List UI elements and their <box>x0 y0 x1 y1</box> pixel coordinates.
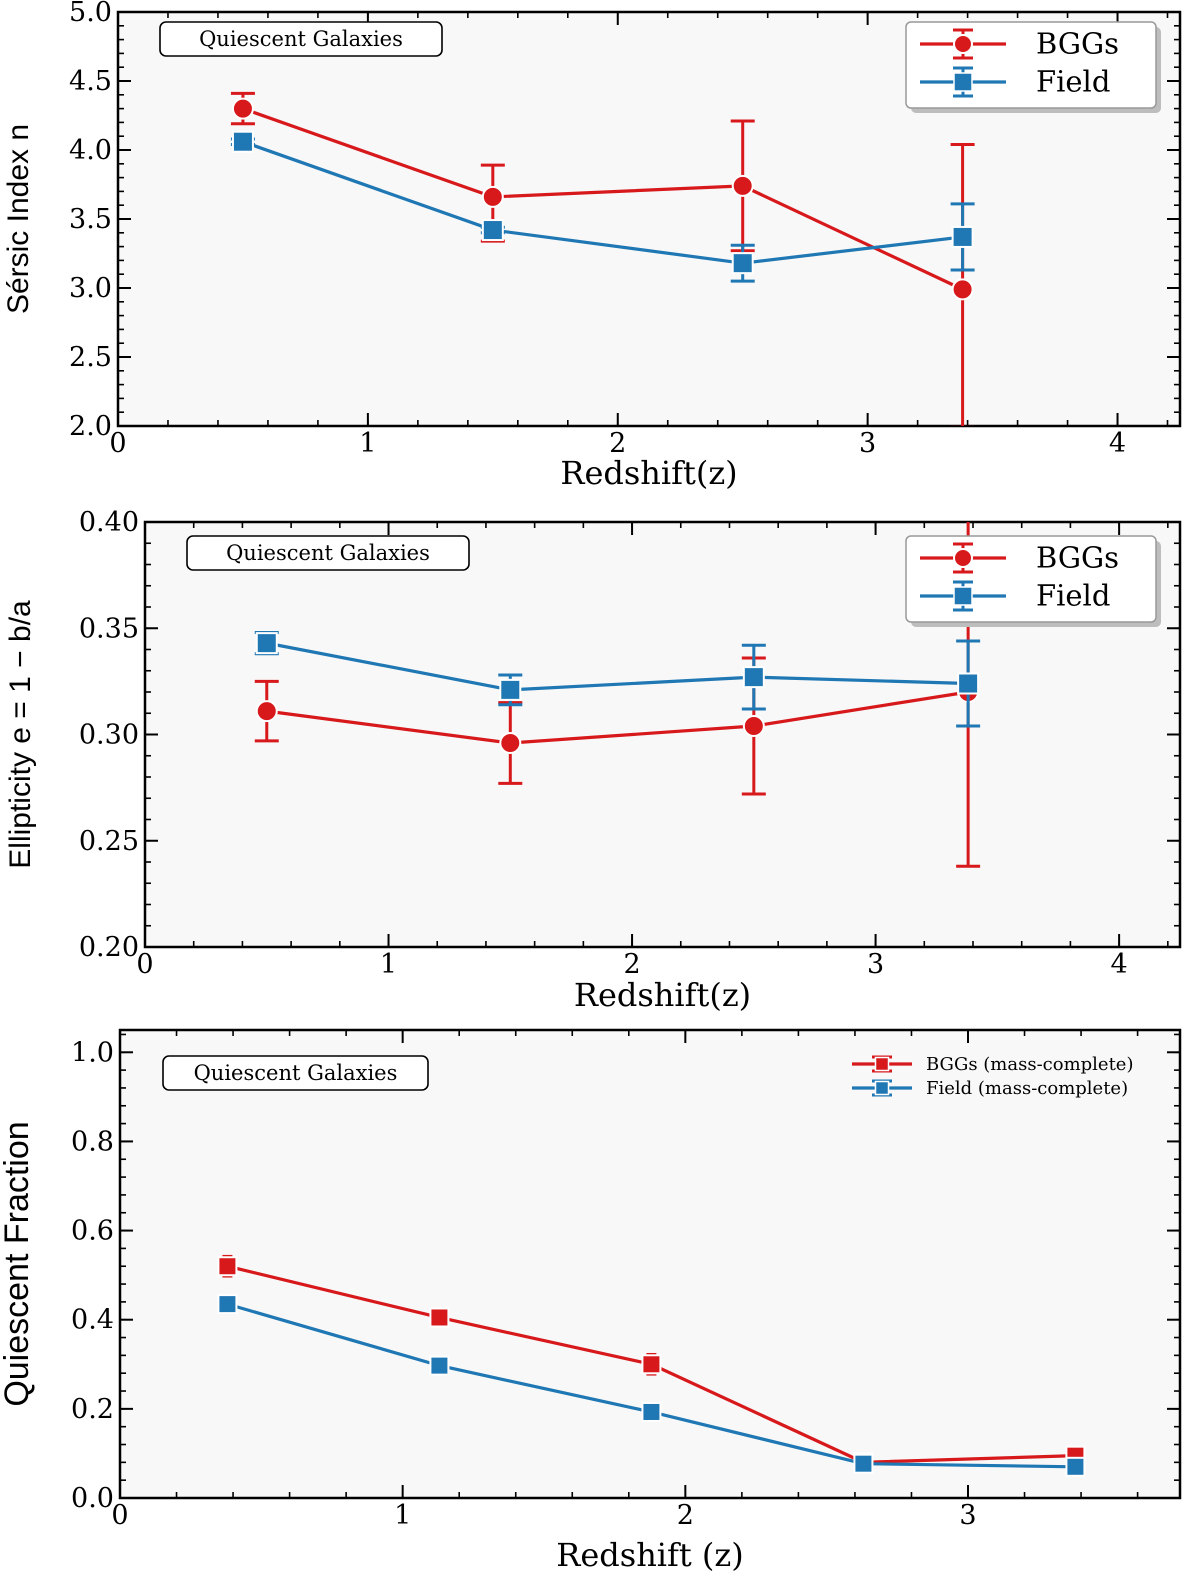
legend-marker <box>953 548 973 568</box>
x-tick-label: 1 <box>380 949 397 980</box>
legend-marker <box>953 586 973 606</box>
data-point <box>231 130 254 153</box>
series-line <box>242 107 964 291</box>
data-point <box>957 672 980 695</box>
chart-panel-2: 0 1 2 3 4 0.20 0.25 0.30 0.35 0.40 Quiescent Galax… <box>4 507 1182 1014</box>
annotation-box <box>162 1055 429 1091</box>
y-tick-label: 0.2 <box>71 1394 114 1425</box>
legend-label: Field <box>1036 579 1110 613</box>
data-point <box>742 715 765 737</box>
x-tick-label: 0 <box>111 1500 128 1531</box>
plot-area <box>120 1030 1180 1498</box>
x-tick-label: 2 <box>609 428 626 459</box>
annotation-text: Quiescent Galaxies <box>199 27 403 51</box>
data-point <box>499 732 522 754</box>
annotation-box <box>159 21 443 57</box>
y-tick-label: 0.25 <box>79 826 139 857</box>
y-tick-label: 4.0 <box>69 135 112 166</box>
chart-panel-1: 0 1 2 3 4 2.0 2.5 3.0 3.5 4.0 4.5 5.0 Quiescent Gala… <box>2 0 1182 492</box>
data-point <box>742 666 765 689</box>
chart-panel-3: 0 1 2 3 0.0 0.2 0.4 0.6 0.8 1.0 Quiescent Galaxies… <box>0 1028 1182 1574</box>
data-point <box>429 1307 450 1328</box>
y-axis-label: Sérsic Index n <box>2 124 35 314</box>
y-tick-label: 0.35 <box>79 613 139 644</box>
legend-label: Field <box>1036 65 1110 99</box>
data-point <box>641 1401 662 1422</box>
data-point <box>217 1294 238 1315</box>
data-point <box>217 1256 238 1277</box>
legend-label: BGGs <box>1036 541 1119 575</box>
y-tick-label: 0.6 <box>71 1216 114 1247</box>
data-point <box>951 278 974 301</box>
series-line <box>266 641 969 692</box>
x-tick-label: 4 <box>1109 428 1126 459</box>
y-tick-label: 3.0 <box>69 273 112 304</box>
data-point <box>641 1354 662 1375</box>
legend: BGGs (mass-complete) Field (mass-complete… <box>852 1054 1133 1099</box>
x-tick-label: 3 <box>867 949 884 980</box>
y-tick-label: 0.40 <box>79 507 139 538</box>
x-tick-label: 1 <box>359 428 376 459</box>
data-point <box>255 700 278 723</box>
y-tick-label: 3.5 <box>69 204 112 235</box>
legend-marker <box>874 1080 890 1096</box>
legend-marker <box>874 1056 890 1072</box>
legend-label: Field (mass-complete) <box>926 1078 1128 1099</box>
y-tick-label: 0.0 <box>71 1483 114 1514</box>
series-line <box>266 690 969 745</box>
legend: BGGs Field <box>905 21 1161 113</box>
x-tick-label: 2 <box>623 949 640 980</box>
data-point <box>429 1355 450 1376</box>
x-tick-label: 2 <box>677 1500 694 1531</box>
legend-label: BGGs <box>1036 27 1119 61</box>
plot-frame <box>143 520 1182 949</box>
annotation-text: Quiescent Galaxies <box>194 1061 398 1085</box>
data-point <box>481 185 504 208</box>
legend-marker <box>953 72 973 92</box>
x-tick-label: 3 <box>859 428 876 459</box>
x-axis-label: Redshift(z) <box>560 454 737 492</box>
x-tick-label: 1 <box>394 1500 411 1531</box>
x-tick-label: 3 <box>959 1500 976 1531</box>
y-tick-label: 0.30 <box>79 720 139 751</box>
y-tick-label: 2.0 <box>69 411 112 442</box>
legend: BGGs Field <box>905 535 1161 627</box>
plot-frame <box>118 1028 1182 1500</box>
annotation-box <box>186 535 470 571</box>
x-tick-label: 0 <box>109 428 126 459</box>
legend-label: BGGs (mass-complete) <box>926 1054 1133 1075</box>
data-point <box>731 252 754 275</box>
data-point <box>255 632 278 655</box>
y-axis-label: Quiescent Fraction <box>0 1121 36 1406</box>
data-point <box>499 678 522 701</box>
x-tick-label: 4 <box>1111 949 1128 980</box>
series-line <box>242 140 963 265</box>
y-tick-label: 2.5 <box>69 342 112 373</box>
annotation-text: Quiescent Galaxies <box>226 541 430 565</box>
data-layer <box>217 1254 1086 1477</box>
y-tick-label: 4.5 <box>69 66 112 97</box>
y-axis-label: Ellipticity e = 1 − b/a <box>4 600 37 869</box>
y-tick-label: 5.0 <box>69 0 112 28</box>
data-point <box>951 225 974 248</box>
data-point <box>731 174 754 197</box>
data-point <box>231 97 254 120</box>
y-tick-label: 0.4 <box>71 1305 114 1336</box>
data-layer <box>230 91 975 426</box>
y-tick-label: 0.20 <box>79 932 139 963</box>
data-point <box>853 1453 874 1474</box>
x-axis-label: Redshift (z) <box>556 1536 743 1574</box>
legend-marker <box>953 34 973 54</box>
plot-frame <box>116 10 1182 428</box>
x-axis-label: Redshift(z) <box>574 976 751 1014</box>
x-tick-label: 0 <box>136 949 153 980</box>
y-tick-label: 1.0 <box>71 1037 114 1068</box>
y-tick-label: 0.8 <box>71 1126 114 1157</box>
data-point <box>481 219 504 242</box>
data-point <box>1065 1456 1086 1477</box>
